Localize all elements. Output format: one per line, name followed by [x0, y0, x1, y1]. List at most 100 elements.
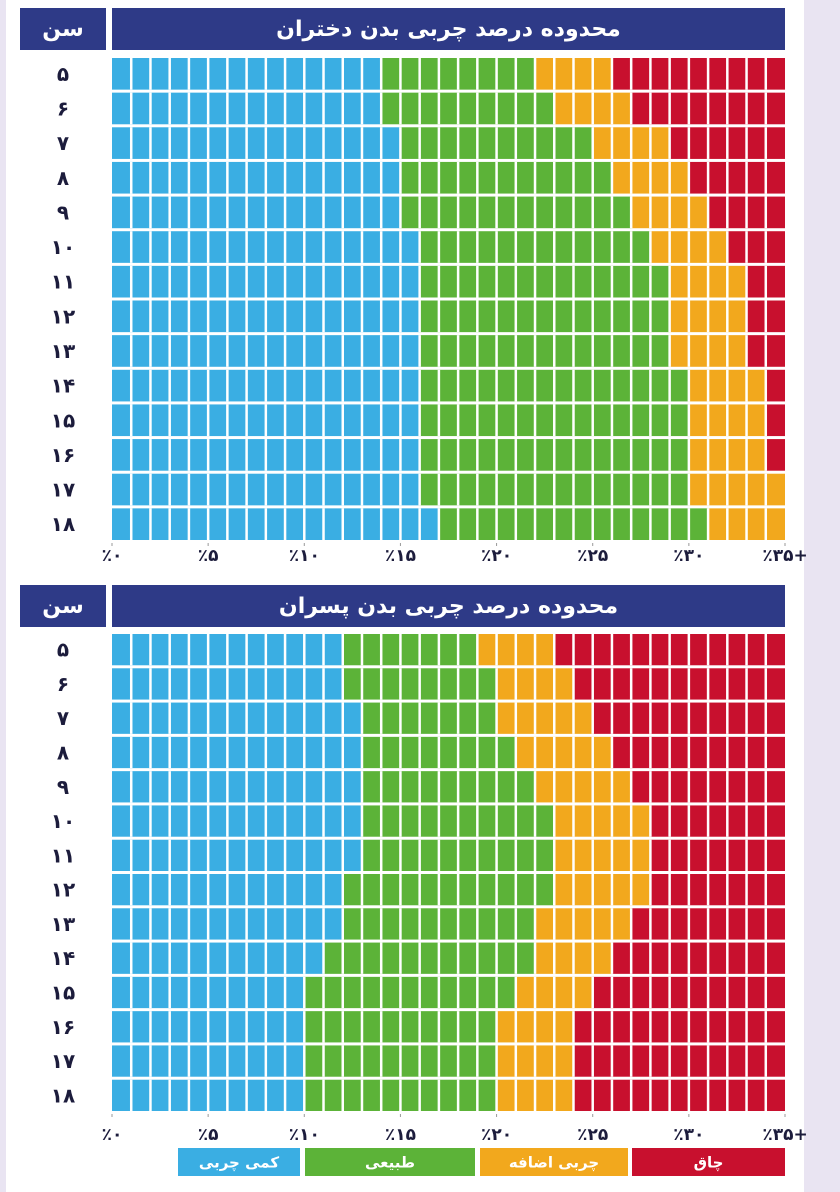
bar-segment	[112, 839, 362, 871]
x-tick-label: ٪۲۰	[481, 1125, 512, 1145]
age-label: ۹	[57, 200, 69, 224]
header-title-box	[112, 8, 785, 50]
bar-segment	[650, 805, 785, 837]
bar-segment	[554, 874, 651, 906]
bar-segment	[419, 265, 670, 298]
age-label: ۵	[57, 62, 69, 86]
age-label: ۱۱	[51, 843, 75, 867]
age-label: ۱۷	[51, 478, 75, 502]
x-tick-label: ٪۵	[198, 1125, 219, 1145]
age-header: سن	[42, 17, 83, 42]
bar-segment	[361, 702, 497, 734]
bar-segment	[535, 771, 632, 803]
age-label: ۱۵	[51, 408, 75, 432]
bar-segment	[112, 942, 324, 974]
header-title-box	[112, 585, 785, 627]
age-label: ۱۳	[51, 339, 75, 363]
age-label: ۱۷	[51, 1049, 75, 1073]
x-tick-label: ٪۲۵	[577, 546, 608, 566]
age-label: ۱۴	[51, 374, 75, 398]
legend-label: طبیعی	[365, 1154, 415, 1172]
header-age-box	[20, 8, 106, 50]
bar-segment	[765, 404, 785, 437]
bar-segment	[573, 668, 785, 700]
x-tick-label: ٪۱۰	[289, 546, 320, 566]
bar-segment	[573, 1079, 785, 1111]
bar-segment	[323, 942, 536, 974]
x-tick-label: ٪۳۰	[673, 1125, 704, 1145]
bar-segment	[554, 805, 651, 837]
bar-segment	[650, 839, 785, 871]
age-label: ۱۶	[51, 1015, 75, 1039]
age-label: ۱۶	[51, 443, 75, 467]
x-tick-label: ٪۱۵	[385, 546, 416, 566]
bar-segment	[650, 874, 785, 906]
x-tick-label: ٪۰	[102, 1125, 123, 1145]
age-label: ۱۲	[51, 878, 75, 902]
legend-swatch	[178, 1148, 300, 1176]
age-label: ۹	[57, 775, 69, 799]
age-label: ۶	[57, 96, 69, 120]
bar-segment	[611, 736, 785, 769]
chart-title: محدوده درصد چربی بدن دختران	[276, 17, 621, 42]
bar-segment	[112, 196, 401, 229]
x-tick-label: ٪۱۵	[385, 1125, 416, 1145]
age-label: ۱۸	[51, 512, 75, 536]
x-tick-label: ٪۲۵	[577, 1125, 608, 1145]
bar-segment	[688, 161, 785, 194]
age-label: ۸	[57, 166, 69, 190]
age-label: ۵	[57, 638, 69, 662]
legend-label: چاق	[694, 1154, 724, 1173]
bar-segment	[535, 908, 632, 940]
age-label: ۱۳	[51, 912, 75, 936]
age-label: ۷	[57, 706, 69, 730]
legend-swatch	[632, 1148, 785, 1176]
bar-segment	[112, 771, 362, 803]
bar-segment	[611, 942, 785, 974]
bar-segment	[112, 702, 362, 734]
x-tick-label: ٪۰	[102, 546, 123, 566]
age-label: ۱۱	[51, 270, 75, 294]
x-tick-label: ٪۵	[198, 546, 219, 566]
age-label: ۷	[57, 131, 69, 155]
bar-segment	[554, 839, 651, 871]
age-label: ۶	[57, 672, 69, 696]
legend-swatch	[305, 1148, 475, 1176]
age-label: ۱۵	[51, 981, 75, 1005]
x-tick-label: ٪۱۰	[289, 1125, 320, 1145]
age-label: ۱۸	[51, 1083, 75, 1107]
chart-title: محدوده درصد چربی بدن پسران	[279, 594, 618, 619]
age-label: ۱۲	[51, 304, 75, 328]
x-tick-label: ٪۲۰	[481, 546, 512, 566]
bar-segment	[765, 439, 785, 471]
bar-segment	[342, 874, 555, 906]
age-label: ۱۰	[51, 235, 75, 259]
bar-segment	[573, 1045, 785, 1077]
x-tick-label: ٪۳۵+	[762, 546, 807, 566]
age-label: ۸	[57, 741, 69, 765]
bar-segment	[727, 231, 785, 263]
bar-segment	[611, 58, 785, 90]
bar-segment	[112, 161, 401, 194]
bar-segment	[112, 508, 439, 540]
bar-segment	[112, 127, 401, 159]
bar-segment	[688, 473, 785, 506]
bar-segment	[573, 1011, 785, 1043]
x-tick-label: ٪۳۵+	[762, 1125, 807, 1145]
legend-label: چربی اضافه	[509, 1154, 599, 1173]
bar-segment	[400, 161, 612, 194]
bar-segment	[361, 771, 536, 803]
age-label: ۱۴	[51, 946, 75, 970]
bar-segment	[381, 92, 555, 125]
bar-segment	[515, 736, 612, 769]
bar-segment	[419, 300, 670, 333]
legend-label: کمی چربی	[199, 1154, 279, 1173]
bar-segment	[112, 736, 362, 769]
bar-segment	[112, 805, 362, 837]
bar-segment	[765, 369, 785, 402]
age-header: سن	[42, 594, 83, 619]
bar-segment	[342, 634, 478, 666]
bar-segment	[419, 335, 670, 367]
age-label: ۱۰	[51, 809, 75, 833]
